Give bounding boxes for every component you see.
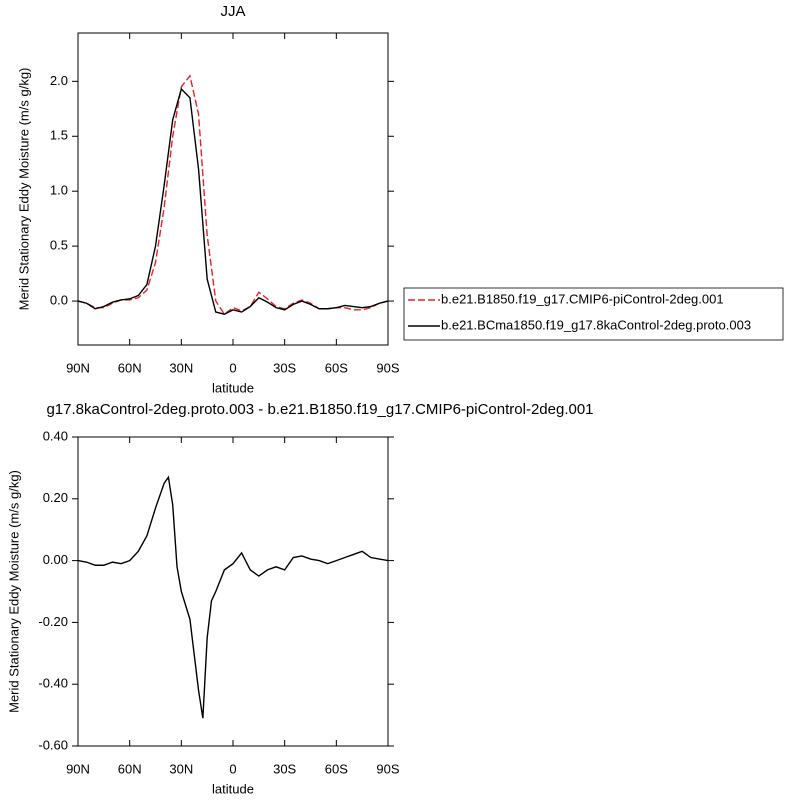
y-axis-label: Merid Stationary Eddy Moisture (m/s g/kg…: [16, 68, 31, 311]
data-line: [77, 475, 389, 719]
y-tick-label: 0.20: [43, 490, 68, 505]
chart-title: JJA: [220, 3, 245, 20]
plot-frame: [77, 436, 389, 747]
y-tick-label: 0.0: [50, 292, 68, 307]
plot-frame: [77, 32, 389, 346]
x-tick-label: 60S: [325, 360, 348, 375]
x-tick-label: 0: [229, 360, 236, 375]
y-tick-label: -0.60: [38, 737, 68, 752]
y-tick-label: 1.5: [50, 128, 68, 143]
x-tick-label: 90N: [66, 761, 90, 776]
x-tick-label: 90N: [66, 360, 90, 375]
x-tick-label: 30S: [273, 761, 296, 776]
x-tick-label: 90S: [376, 360, 399, 375]
y-tick-label: -0.20: [38, 614, 68, 629]
x-tick-label: 30N: [169, 360, 193, 375]
y-tick-label: -0.40: [38, 676, 68, 691]
legend-label: b.e21.B1850.f19_g17.CMIP6-piControl-2deg…: [441, 291, 724, 306]
y-tick-label: 0.00: [43, 552, 68, 567]
x-tick-label: 30N: [169, 761, 193, 776]
y-tick-label: 0.5: [50, 238, 68, 253]
y-axis-label: Merid Stationary Eddy Moisture (m/s g/kg…: [6, 470, 21, 713]
y-tick-label: 1.0: [50, 183, 68, 198]
legend-box: [403, 287, 784, 341]
y-tick-label: 2.0: [50, 73, 68, 88]
x-axis-label: latitude: [212, 380, 254, 395]
x-tick-label: 60S: [325, 761, 348, 776]
data-line: [77, 87, 389, 315]
x-axis-label: latitude: [212, 781, 254, 796]
chart-title: g17.8kaControl-2deg.proto.003 - b.e21.B1…: [46, 401, 593, 418]
x-tick-label: 60N: [118, 761, 142, 776]
x-tick-label: 60N: [118, 360, 142, 375]
y-tick-label: 0.40: [43, 428, 68, 443]
x-tick-label: 0: [229, 761, 236, 776]
x-tick-label: 90S: [376, 761, 399, 776]
x-tick-label: 30S: [273, 360, 296, 375]
legend-label: b.e21.BCma1850.f19_g17.8kaControl-2deg.p…: [441, 317, 751, 332]
data-line: [77, 74, 389, 316]
